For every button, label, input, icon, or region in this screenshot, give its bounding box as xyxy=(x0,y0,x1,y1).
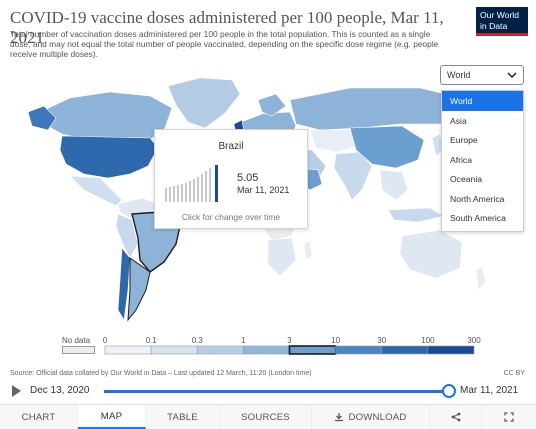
legend-color-scale xyxy=(104,345,475,355)
download-icon xyxy=(335,413,344,422)
map-region-australia[interactable] xyxy=(399,229,463,279)
region-option-europe[interactable]: Europe xyxy=(450,135,478,145)
fullscreen-icon xyxy=(504,412,514,422)
tooltip-hint: Click for change over time xyxy=(181,212,281,222)
legend-tick-label: 300 xyxy=(467,336,481,345)
timeline-handle[interactable] xyxy=(442,384,456,398)
legend-bin-100-300[interactable] xyxy=(427,345,475,355)
share-button[interactable] xyxy=(430,405,482,429)
map-region-central-asia[interactable] xyxy=(309,129,359,153)
legend-bin-0-0.1[interactable] xyxy=(104,345,152,355)
tab-map[interactable]: MAP xyxy=(78,405,146,429)
tab-map-label: MAP xyxy=(100,410,123,422)
timeline-progress xyxy=(104,390,447,393)
tab-download-label: DOWNLOAD xyxy=(348,411,407,423)
map-region-south-africa[interactable] xyxy=(267,237,297,277)
chart-title: COVID-19 vaccine doses administered per … xyxy=(10,8,444,47)
legend-bin-0.1-0.3[interactable] xyxy=(150,345,198,355)
tooltip-date: Mar 11, 2021 xyxy=(237,185,290,195)
legend-tick-label: 0.1 xyxy=(145,336,157,345)
tab-table-label: TABLE xyxy=(167,411,198,423)
legend-tick-label: 0.3 xyxy=(191,336,203,345)
play-icon[interactable] xyxy=(12,385,21,397)
tab-table[interactable]: TABLE xyxy=(146,405,220,429)
region-option-world[interactable]: World xyxy=(442,91,523,111)
logo-line-1: Our World xyxy=(480,10,519,20)
map-region-usa[interactable] xyxy=(59,135,159,179)
map-region-canada[interactable] xyxy=(39,91,173,143)
share-icon xyxy=(451,412,460,422)
map-region-chile[interactable] xyxy=(117,247,131,321)
legend-bin-1-3[interactable] xyxy=(243,345,290,355)
region-select[interactable]: World xyxy=(440,65,524,85)
legend-bin-0.3-1[interactable] xyxy=(196,345,244,355)
map-region-alaska[interactable] xyxy=(27,105,57,131)
chevron-down-icon xyxy=(507,72,517,79)
tab-bar: CHART MAP TABLE SOURCES DOWNLOAD xyxy=(0,404,536,429)
map-region-china[interactable] xyxy=(349,125,425,169)
logo-line-2: in Data xyxy=(480,21,508,31)
tooltip-country: Brazil xyxy=(218,141,244,152)
timeline-start-date[interactable]: Dec 13, 2020 xyxy=(30,385,90,396)
tab-chart-label: CHART xyxy=(21,411,56,423)
region-option-asia[interactable]: Asia xyxy=(450,115,467,126)
region-option-africa[interactable]: Africa xyxy=(450,154,472,165)
timeline-end-date[interactable]: Mar 11, 2021 xyxy=(460,385,519,396)
map-region-scandinavia[interactable] xyxy=(257,93,287,117)
map-region-mexico[interactable] xyxy=(69,175,123,207)
legend-tick-label: 10 xyxy=(331,336,341,345)
map-region-southeast-asia[interactable] xyxy=(379,169,409,201)
map-region-argentina[interactable] xyxy=(127,257,151,322)
tab-chart[interactable]: CHART xyxy=(0,405,78,429)
map-region-russia[interactable] xyxy=(289,87,481,131)
legend-tick-label: 30 xyxy=(377,336,387,345)
source-note[interactable]: Source: Official data collated by Our Wo… xyxy=(10,370,312,377)
tooltip-value: 5.05 xyxy=(237,172,259,184)
map-region-indonesia[interactable] xyxy=(387,207,445,223)
map-region-greenland[interactable] xyxy=(167,77,241,129)
legend-bin-10-30[interactable] xyxy=(335,345,383,355)
map-region-madagascar[interactable] xyxy=(303,239,313,261)
legend-no-data-label: No data xyxy=(62,336,91,345)
tab-sources[interactable]: SOURCES xyxy=(220,405,312,429)
region-select-value: World xyxy=(447,70,471,80)
region-option-south-america[interactable]: South America xyxy=(450,213,506,223)
legend-tick-label: 3 xyxy=(287,336,292,345)
region-option-oceania[interactable]: Oceania xyxy=(450,174,483,184)
region-dropdown: World Asia Europe Africa Oceania North A… xyxy=(441,90,524,232)
license-link[interactable]: CC BY xyxy=(503,370,525,377)
tab-sources-label: SOURCES xyxy=(241,411,290,423)
legend-bin-3-10[interactable] xyxy=(288,345,337,355)
fullscreen-button[interactable] xyxy=(482,405,536,429)
tooltip-sparkline xyxy=(165,165,218,202)
legend-tick-label: 0 xyxy=(102,336,108,345)
region-option-north-america[interactable]: North America xyxy=(450,193,505,204)
legend-no-data-swatch[interactable] xyxy=(62,346,95,354)
map-tooltip: Brazil 5.05 Mar 11, 2021 Click for chang… xyxy=(154,129,308,229)
timeline-track[interactable] xyxy=(104,390,447,393)
legend-tick-label: 1 xyxy=(241,336,246,345)
tab-download[interactable]: DOWNLOAD xyxy=(312,405,430,429)
chart-subtitle: Total number of vaccination doses admini… xyxy=(10,29,439,59)
owid-logo[interactable]: Our World in Data xyxy=(476,7,528,36)
legend-tick-label: 100 xyxy=(421,336,435,345)
legend-bin-30-100[interactable] xyxy=(381,345,429,355)
map-region-new-zealand[interactable] xyxy=(475,265,487,291)
